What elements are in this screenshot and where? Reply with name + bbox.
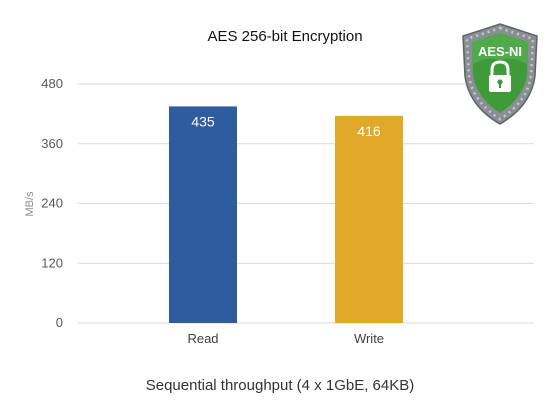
x-category-labels: Read Write bbox=[187, 331, 384, 346]
lock-icon bbox=[489, 60, 511, 92]
x-category-label-write: Write bbox=[354, 331, 384, 346]
y-axis-title: MB/s bbox=[24, 191, 36, 217]
y-tick-label: 480 bbox=[41, 76, 63, 91]
gridlines bbox=[78, 83, 534, 324]
chart-title: AES 256-bit Encryption bbox=[207, 28, 362, 45]
y-tick-label: 120 bbox=[41, 255, 63, 270]
bar-read bbox=[169, 106, 237, 323]
bar-write bbox=[335, 115, 403, 323]
shield-rivet-ring bbox=[465, 26, 535, 121]
y-tick-label: 0 bbox=[56, 315, 63, 330]
bars: 435 416 bbox=[169, 106, 403, 323]
data-label-read: 435 bbox=[191, 113, 215, 129]
shield-highlight bbox=[472, 33, 528, 64]
y-tick-label: 240 bbox=[41, 196, 63, 211]
x-category-label-read: Read bbox=[187, 331, 218, 346]
data-label-write: 416 bbox=[357, 123, 381, 139]
x-axis-title: Sequential throughput (4 x 1GbE, 64KB) bbox=[146, 377, 415, 394]
y-tick-labels: 0 120 240 360 480 bbox=[41, 76, 63, 330]
y-tick-label: 360 bbox=[41, 136, 63, 151]
aes-ni-badge-text: AES-NI bbox=[478, 44, 522, 59]
aes-ni-shield-badge: AES-NI bbox=[462, 23, 538, 125]
